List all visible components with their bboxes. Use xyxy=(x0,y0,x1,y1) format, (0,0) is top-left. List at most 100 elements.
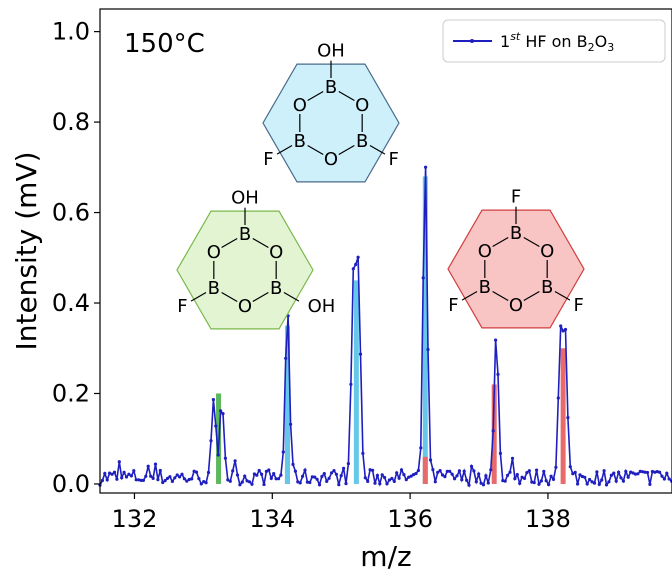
y-tick-label: 0.0 xyxy=(52,470,90,498)
x-tick-label: 134 xyxy=(249,505,295,533)
series-point xyxy=(206,470,211,475)
series-point xyxy=(137,478,141,482)
molecule-bond xyxy=(307,144,324,156)
legend-box xyxy=(442,19,666,63)
legend: 1st HF on B2O3 xyxy=(442,19,666,63)
series-point xyxy=(161,480,165,485)
x-axis-label: m/z xyxy=(360,540,411,573)
series-point xyxy=(141,478,145,482)
series-point xyxy=(108,471,112,475)
series-point xyxy=(197,477,201,481)
series-point xyxy=(361,451,365,455)
molecule-bond xyxy=(221,237,238,249)
series-point xyxy=(351,267,355,271)
series-point xyxy=(496,372,500,376)
molecule-atom: B xyxy=(239,224,251,245)
series-group xyxy=(98,165,672,488)
molecule-substituent: F xyxy=(263,149,273,170)
series-point xyxy=(585,482,589,486)
series-point xyxy=(231,469,235,473)
series-point xyxy=(132,469,136,473)
series-point xyxy=(453,477,457,481)
series-point xyxy=(436,470,440,474)
series-point xyxy=(252,472,256,476)
series-point xyxy=(445,469,449,473)
y-axis-ticks: 0.0 0.2 0.4 0.6 0.8 1.0 xyxy=(52,18,100,498)
molecule-bond xyxy=(523,290,540,302)
series-point xyxy=(115,477,119,481)
series-point xyxy=(378,482,382,486)
series-point xyxy=(479,481,483,485)
series-point xyxy=(467,483,471,487)
series-point xyxy=(298,481,302,485)
series-point xyxy=(399,468,404,472)
series-point xyxy=(520,475,524,479)
series-point xyxy=(112,470,117,474)
series-point xyxy=(409,474,413,478)
series-point xyxy=(472,469,476,473)
series-point xyxy=(387,478,391,482)
series-point xyxy=(151,476,155,480)
molecule-bond xyxy=(554,290,571,301)
series-point xyxy=(315,477,319,481)
molecule-bond xyxy=(252,291,269,303)
series-point xyxy=(440,473,445,477)
y-tick-label: 0.4 xyxy=(52,289,90,317)
molecule-atom: B xyxy=(541,277,553,298)
series-point xyxy=(375,473,379,478)
series-point xyxy=(397,476,401,480)
series-point xyxy=(354,262,358,267)
series-point xyxy=(211,398,215,402)
series-point xyxy=(144,474,148,478)
series-point xyxy=(337,483,341,487)
series-point xyxy=(202,480,206,484)
series-point xyxy=(303,468,307,472)
series-point xyxy=(547,483,551,487)
series-point xyxy=(592,481,597,485)
series-point xyxy=(156,478,160,482)
series-point xyxy=(460,478,464,482)
series-point xyxy=(614,479,618,483)
molecule-hexagon xyxy=(447,209,585,329)
series-point xyxy=(595,470,599,474)
series-point xyxy=(313,475,317,479)
series-point xyxy=(462,469,466,473)
series-point xyxy=(390,476,394,481)
series-point xyxy=(214,424,218,428)
legend-marker xyxy=(470,39,474,43)
series-point xyxy=(465,478,469,482)
series-point xyxy=(190,477,194,481)
molecule-substituent: F xyxy=(388,149,398,170)
series-point xyxy=(450,472,454,476)
series-point xyxy=(624,469,628,473)
x-tick-label: 136 xyxy=(387,505,433,533)
series-point xyxy=(392,479,396,483)
series-point xyxy=(342,466,346,470)
molecule-atom: O xyxy=(355,95,369,116)
series-point xyxy=(296,480,300,484)
y-tick-label: 0.6 xyxy=(52,199,90,227)
series-point xyxy=(433,480,437,484)
series-point xyxy=(455,474,459,478)
series-point xyxy=(508,470,512,474)
series-point xyxy=(658,470,662,474)
reference-bar xyxy=(353,280,359,484)
series-point xyxy=(522,476,527,480)
series-point xyxy=(559,324,563,328)
molecule-bond xyxy=(338,90,355,102)
series-point xyxy=(554,465,558,469)
series-point xyxy=(178,475,182,479)
series-point xyxy=(293,469,297,473)
series-point xyxy=(247,480,252,484)
series-point xyxy=(484,474,488,478)
series-point xyxy=(650,469,655,474)
series-point xyxy=(566,416,570,420)
molecule-bond xyxy=(461,290,478,301)
series-point xyxy=(662,477,667,481)
series-point xyxy=(590,480,594,484)
series-point xyxy=(607,480,611,484)
series-point xyxy=(233,459,237,463)
series-point xyxy=(609,473,614,477)
series-point xyxy=(530,480,534,484)
